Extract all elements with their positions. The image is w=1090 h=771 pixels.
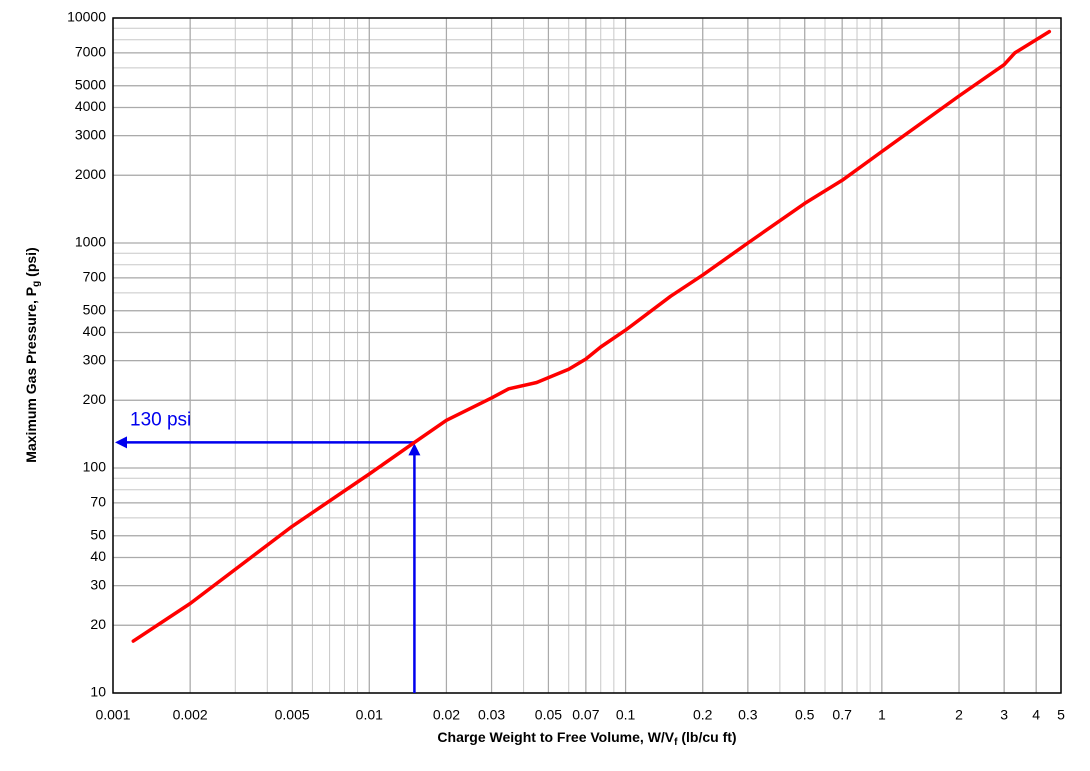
x-tick-label: 0.5 bbox=[795, 707, 815, 723]
y-tick-label: 3000 bbox=[75, 126, 106, 142]
y-tick-label: 30 bbox=[90, 576, 106, 592]
x-tick-label: 0.03 bbox=[478, 707, 505, 723]
y-tick-label: 2000 bbox=[75, 166, 106, 182]
x-tick-label: 0.7 bbox=[832, 707, 852, 723]
x-tick-label: 0.01 bbox=[356, 707, 383, 723]
data-line bbox=[131, 29, 1052, 643]
y-tick-label: 100 bbox=[83, 459, 107, 475]
x-tick-label: 0.05 bbox=[535, 707, 562, 723]
y-tick-label: 4000 bbox=[75, 98, 106, 114]
y-tick-label: 10 bbox=[90, 684, 106, 700]
y-tick-label: 50 bbox=[90, 526, 106, 542]
x-tick-label: 0.005 bbox=[275, 707, 310, 723]
y-axis-title-after: (psi) bbox=[23, 247, 39, 280]
y-tick-label: 40 bbox=[90, 548, 106, 564]
annotation-v-arrowhead bbox=[408, 443, 421, 456]
grid bbox=[112, 17, 1062, 694]
y-tick-label: 7000 bbox=[75, 44, 106, 60]
y-axis-title-text: Maximum Gas Pressure, P bbox=[23, 287, 39, 463]
y-axis-title: Maximum Gas Pressure, Pg (psi) bbox=[23, 247, 42, 462]
y-tick-label: 70 bbox=[90, 494, 106, 510]
y-axis-title-sub: g bbox=[31, 281, 42, 287]
x-tick-label: 2 bbox=[955, 707, 963, 723]
x-tick-label: 0.02 bbox=[433, 707, 460, 723]
annotation-h-arrowhead bbox=[115, 436, 127, 449]
plot-frame bbox=[112, 17, 1062, 694]
x-tick-label: 0.2 bbox=[693, 707, 713, 723]
x-tick-label: 1 bbox=[878, 707, 886, 723]
annotation-label: 130 psi bbox=[130, 409, 191, 430]
x-tick-label: 0.002 bbox=[173, 707, 208, 723]
y-tick-label: 700 bbox=[83, 269, 107, 285]
x-tick-label: 0.3 bbox=[738, 707, 758, 723]
y-tick-label: 10000 bbox=[67, 9, 106, 25]
y-tick-label: 200 bbox=[83, 391, 107, 407]
y-tick-label: 5000 bbox=[75, 76, 106, 92]
y-tick-label: 500 bbox=[83, 301, 107, 317]
x-axis-title-after: (lb/cu ft) bbox=[677, 729, 736, 745]
x-axis-title-sub: f bbox=[674, 737, 678, 748]
x-axis-title-text: Charge Weight to Free Volume, W/V bbox=[437, 729, 674, 745]
x-tick-label: 0.07 bbox=[572, 707, 599, 723]
x-axis-title: Charge Weight to Free Volume, W/Vf (lb/c… bbox=[437, 729, 736, 748]
y-tick-label: 300 bbox=[83, 351, 107, 367]
x-tick-label: 0.1 bbox=[616, 707, 636, 723]
y-tick-label: 20 bbox=[90, 616, 106, 632]
x-tick-label: 4 bbox=[1032, 707, 1040, 723]
y-tick-label: 1000 bbox=[75, 234, 106, 250]
y-tick-label: 400 bbox=[83, 323, 107, 339]
x-tick-label: 3 bbox=[1000, 707, 1008, 723]
x-tick-label: 0.001 bbox=[95, 707, 130, 723]
x-tick-label: 5 bbox=[1057, 707, 1065, 723]
